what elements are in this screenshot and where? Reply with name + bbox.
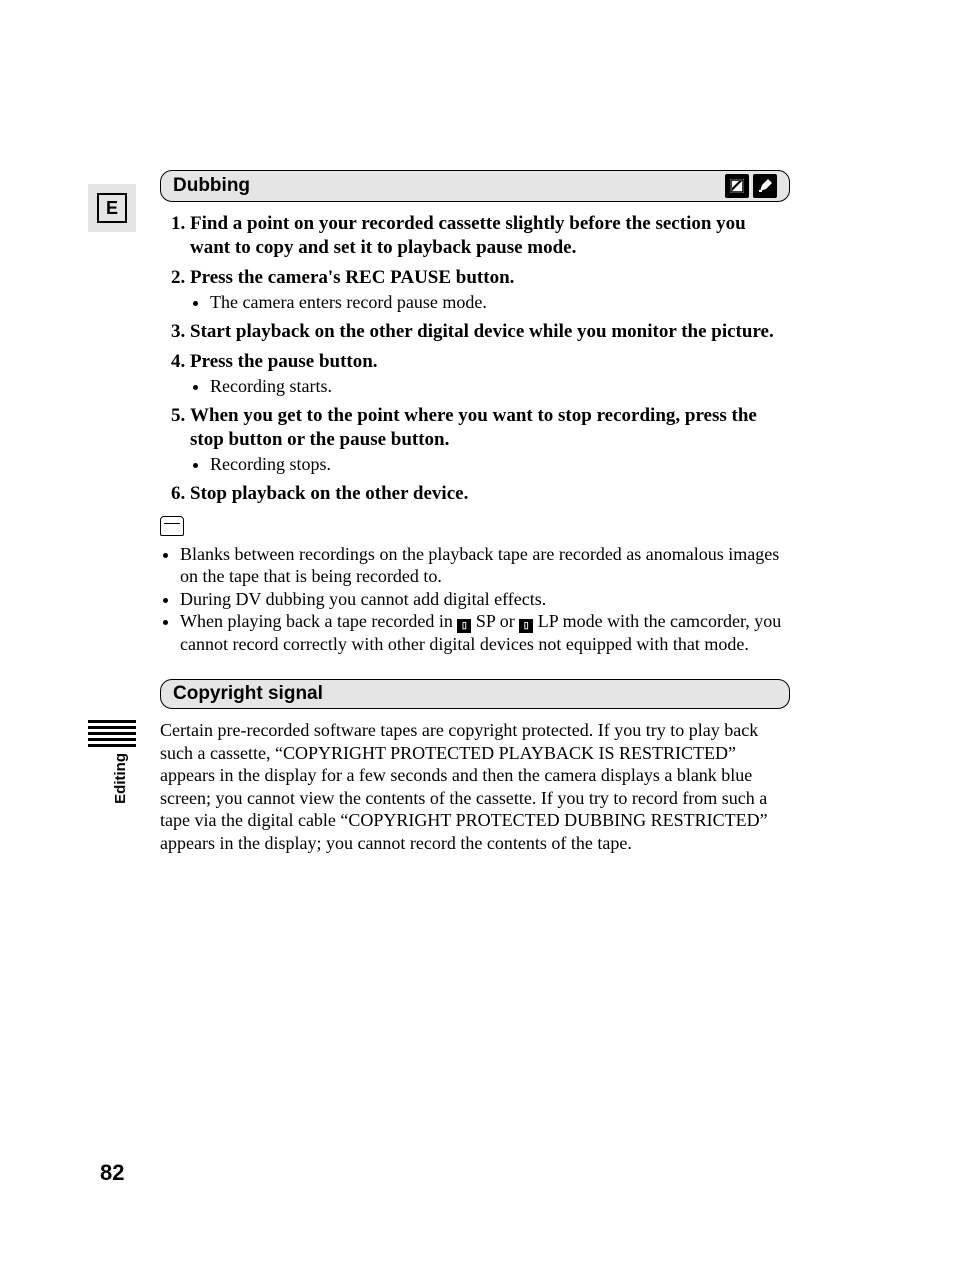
copyright-body: Certain pre-recorded software tapes are … [160, 719, 790, 854]
sp-mode-icon: ▯ [457, 619, 471, 633]
side-section-label: Editing [112, 753, 129, 804]
step-text: Find a point on your recorded cassette s… [190, 213, 746, 258]
section-header-dubbing: Dubbing [160, 170, 790, 202]
step-item: Stop playback on the other device. [190, 482, 790, 506]
step-text: Press the camera's REC PAUSE button. [190, 267, 514, 288]
side-bar [88, 732, 136, 735]
section-header-copyright: Copyright signal [160, 679, 790, 709]
note-pre: When playing back a tape recorded in [180, 611, 457, 631]
note-item: Blanks between recordings on the playbac… [180, 543, 790, 588]
step-text: When you get to the point where you want… [190, 405, 757, 450]
dubbing-notes: Blanks between recordings on the playbac… [160, 543, 790, 656]
step-text: Press the pause button. [190, 351, 378, 372]
section-title: Copyright signal [173, 683, 323, 705]
page: E Editing Dubbing Find a point on your r… [0, 0, 954, 1276]
step-item: Start playback on the other digital devi… [190, 320, 790, 344]
step-text: Start playback on the other digital devi… [190, 321, 774, 342]
step-sub: Recording stops. [190, 453, 790, 476]
play-mode-icon [725, 174, 749, 198]
side-bar [88, 726, 136, 729]
note-item: When playing back a tape recorded in ▯ S… [180, 610, 790, 655]
note-icon [160, 516, 184, 536]
language-marker: E [88, 184, 136, 232]
section-title: Dubbing [173, 175, 250, 197]
side-bar [88, 738, 136, 741]
step-item: Find a point on your recorded cassette s… [190, 212, 790, 260]
mode-icons [725, 174, 777, 198]
language-marker-letter: E [97, 193, 127, 223]
step-sub: Recording starts. [190, 375, 790, 398]
step-sub: The camera enters record pause mode. [190, 291, 790, 314]
edit-mode-icon [753, 174, 777, 198]
lp-mode-icon: ▯ [519, 619, 533, 633]
side-bar [88, 720, 136, 723]
content-column: Dubbing Find a point on your recorded ca… [160, 170, 790, 854]
side-bar [88, 744, 136, 747]
step-text: Stop playback on the other device. [190, 483, 468, 504]
step-sub-item: Recording starts. [210, 375, 790, 398]
step-sub-item: The camera enters record pause mode. [210, 291, 790, 314]
step-item: Press the pause button. Recording starts… [190, 350, 790, 398]
step-sub-item: Recording stops. [210, 453, 790, 476]
dubbing-steps: Find a point on your recorded cassette s… [160, 212, 790, 506]
side-strip: Editing [88, 720, 136, 804]
step-item: When you get to the point where you want… [190, 404, 790, 476]
note-icon-wrap [160, 516, 790, 541]
page-number: 82 [100, 1160, 124, 1186]
note-mid1: SP or [471, 611, 519, 631]
step-item: Press the camera's REC PAUSE button. The… [190, 266, 790, 314]
note-item: During DV dubbing you cannot add digital… [180, 588, 790, 611]
